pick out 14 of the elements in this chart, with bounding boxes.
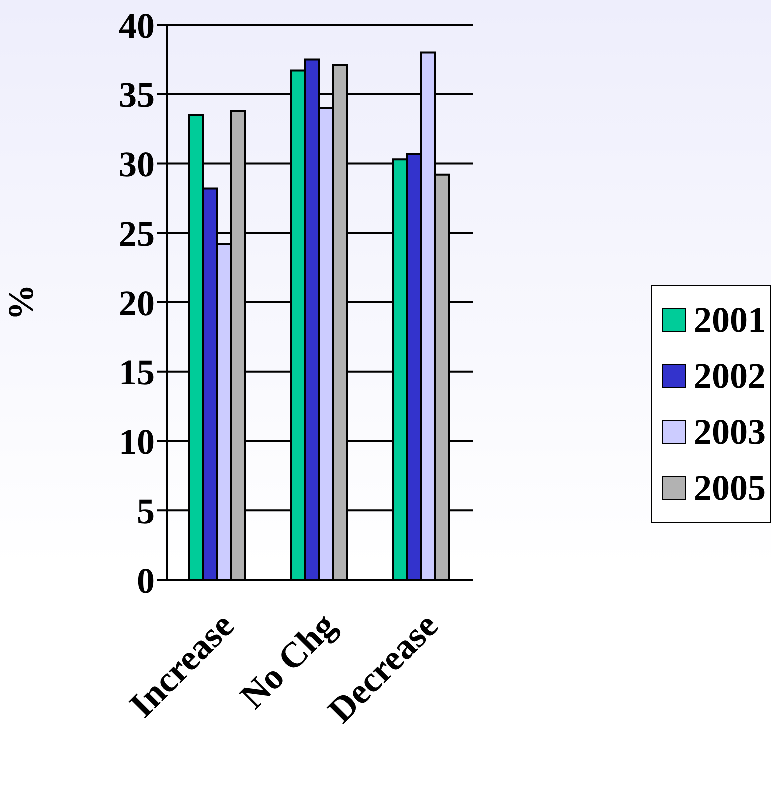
legend-label: 2003 [694,411,766,453]
legend-label: 2005 [694,467,766,509]
y-tick-label: 25 [119,214,155,254]
y-tick-label: 15 [119,352,155,393]
y-tick-label: 20 [119,283,155,324]
y-tick-label: 5 [137,491,155,532]
legend-label: 2001 [694,299,766,341]
y-tick-label: 30 [119,144,155,185]
y-tick-label: 0 [137,560,155,601]
y-tick-label: 10 [119,422,155,462]
legend-label: 2002 [694,355,766,397]
y-tick-label: 40 [119,6,155,46]
y-tick-label: 35 [119,75,155,116]
y-axis-title: % [0,284,41,320]
